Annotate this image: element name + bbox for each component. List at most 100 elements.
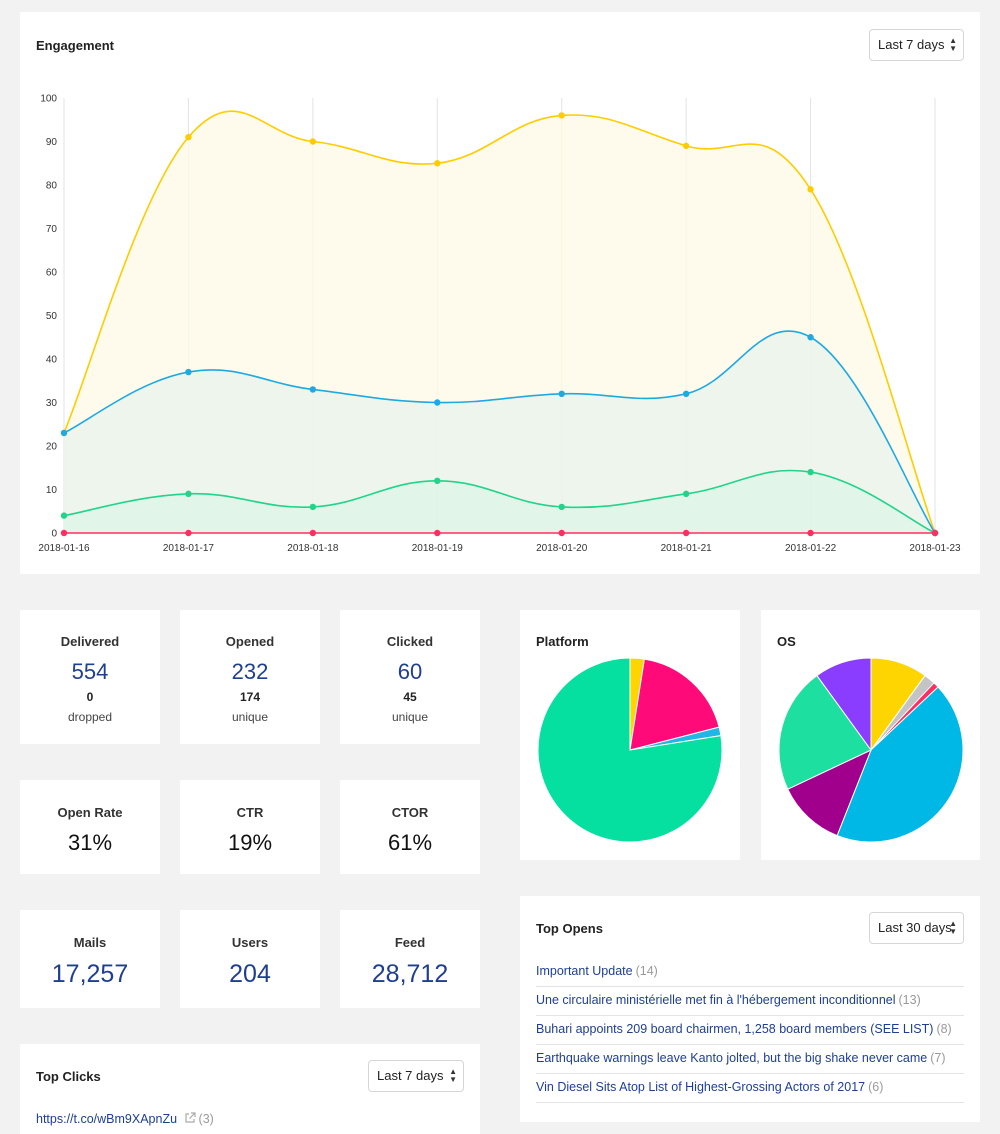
- stat-clicked-value: 60: [397, 659, 423, 684]
- y-tick-label: 40: [46, 355, 58, 366]
- os-pie-slice[interactable]: [816, 657, 872, 752]
- data-point[interactable]: [807, 334, 814, 341]
- data-point[interactable]: [185, 133, 192, 141]
- os-title: OS: [777, 634, 796, 649]
- stat-delivered-sub-label: dropped: [67, 710, 113, 724]
- top-clicks-link[interactable]: https://t.co/wBm9XApnZu: [36, 1112, 178, 1126]
- data-point[interactable]: [558, 529, 565, 537]
- data-point[interactable]: [807, 529, 814, 537]
- stat-open-rate-label: Open Rate: [57, 805, 123, 820]
- top-opens-link[interactable]: Buhari appoints 209 board chairmen, 1,25…: [536, 1022, 934, 1036]
- select-arrows-icon: ▲ ▼: [949, 919, 957, 936]
- top-clicks-range-select[interactable]: Last 7 days ▲ ▼: [368, 1060, 464, 1092]
- top-opens-link[interactable]: Earthquake warnings leave Kanto jolted, …: [536, 1051, 928, 1065]
- data-point[interactable]: [60, 529, 68, 537]
- stat-opened: Opened 232 174 unique: [180, 610, 320, 744]
- engagement-range-select[interactable]: Last 7 days ▲ ▼: [869, 29, 964, 61]
- select-arrows-icon: ▲ ▼: [449, 1067, 457, 1084]
- y-tick-label: 50: [46, 311, 58, 322]
- stat-users: Users 204: [180, 910, 320, 1008]
- stat-opened-sub: 174: [239, 690, 261, 704]
- top-opens-range-value: Last 30 days: [878, 920, 952, 935]
- data-point[interactable]: [682, 142, 690, 150]
- top-opens-item: Important Update (14): [536, 958, 964, 987]
- data-point[interactable]: [60, 429, 68, 437]
- external-link-icon: [184, 1112, 196, 1123]
- data-point[interactable]: [682, 390, 690, 397]
- top-opens-item: Buhari appoints 209 board chairmen, 1,25…: [536, 1016, 964, 1045]
- x-tick-label: 2018-01-18: [287, 543, 339, 554]
- data-point[interactable]: [558, 390, 565, 397]
- data-point[interactable]: [434, 529, 441, 537]
- top-opens-item: Vin Diesel Sits Atop List of Highest-Gro…: [536, 1074, 964, 1103]
- top-opens-item: Une circulaire ministérielle met fin à l…: [536, 987, 964, 1016]
- top-clicks-card: Top Clicks Last 7 days ▲ ▼ https://t.co/w…: [20, 1044, 480, 1134]
- y-tick-label: 20: [46, 442, 58, 453]
- engagement-title: Engagement: [36, 38, 115, 53]
- data-point[interactable]: [309, 386, 317, 393]
- y-tick-label: 30: [46, 398, 58, 409]
- stat-feed-value: 28,712: [371, 960, 449, 988]
- x-tick-label: 2018-01-20: [536, 543, 588, 554]
- top-opens-link[interactable]: Vin Diesel Sits Atop List of Highest-Gro…: [536, 1080, 866, 1094]
- data-point[interactable]: [558, 503, 565, 511]
- data-point[interactable]: [309, 503, 317, 511]
- platform-card: Platform: [520, 610, 740, 860]
- x-tick-label: 2018-01-17: [163, 543, 215, 554]
- stat-mails: Mails 17,257: [20, 910, 160, 1008]
- stat-mails-label: Mails: [73, 935, 107, 950]
- stat-open-rate: Open Rate 31%: [20, 780, 160, 874]
- top-opens-link[interactable]: Important Update: [536, 964, 633, 978]
- data-point[interactable]: [185, 529, 192, 537]
- data-point[interactable]: [185, 368, 192, 376]
- y-tick-label: 80: [46, 181, 58, 192]
- top-opens-count: (8): [936, 1022, 952, 1036]
- top-opens-item: Earthquake warnings leave Kanto jolted, …: [536, 1045, 964, 1074]
- y-tick-label: 90: [46, 137, 58, 148]
- y-tick-label: 100: [40, 94, 57, 105]
- y-tick-label: 10: [46, 485, 58, 496]
- os-pie-slice[interactable]: [778, 674, 872, 790]
- data-point[interactable]: [185, 490, 192, 498]
- stat-clicked-label: Clicked: [386, 634, 434, 649]
- top-opens-link[interactable]: Une circulaire ministérielle met fin à l…: [536, 993, 896, 1007]
- stat-opened-value: 232: [231, 659, 269, 684]
- engagement-range-value: Last 7 days: [878, 37, 945, 52]
- stat-clicked-sub: 45: [403, 690, 417, 704]
- data-point[interactable]: [434, 477, 441, 484]
- top-opens-count: (13): [898, 993, 921, 1007]
- data-point[interactable]: [434, 399, 441, 406]
- os-pie-chart: [778, 657, 964, 843]
- platform-pie-slice[interactable]: [629, 658, 720, 751]
- data-point[interactable]: [434, 160, 441, 167]
- stat-delivered-label: Delivered: [60, 634, 120, 649]
- stat-ctr: CTR 19%: [180, 780, 320, 874]
- os-card: OS: [761, 610, 980, 860]
- series-area: [64, 470, 935, 533]
- stat-delivered-sub: 0: [86, 690, 94, 704]
- top-clicks-item: https://t.co/wBm9XApnZu (3): [36, 1106, 464, 1134]
- stat-feed-label: Feed: [394, 935, 426, 950]
- data-point[interactable]: [931, 529, 939, 537]
- x-tick-label: 2018-01-16: [38, 543, 90, 554]
- top-clicks-title: Top Clicks: [36, 1069, 101, 1084]
- data-point[interactable]: [807, 186, 814, 193]
- data-point[interactable]: [309, 529, 317, 537]
- top-opens-card: Top Opens Last 30 days ▲ ▼ Important Upda…: [520, 896, 980, 1122]
- x-tick-label: 2018-01-22: [785, 543, 837, 554]
- data-point[interactable]: [807, 468, 814, 476]
- top-opens-count: (6): [868, 1080, 884, 1094]
- top-opens-range-select[interactable]: Last 30 days ▲ ▼: [869, 912, 964, 944]
- data-point[interactable]: [60, 512, 68, 519]
- stat-clicked: Clicked 60 45 unique: [340, 610, 480, 744]
- os-pie-slice[interactable]: [836, 686, 964, 843]
- data-point[interactable]: [558, 112, 565, 119]
- data-point[interactable]: [682, 529, 690, 537]
- data-point[interactable]: [682, 490, 690, 498]
- data-point[interactable]: [309, 138, 317, 145]
- platform-pie-slice[interactable]: [537, 657, 723, 843]
- stat-ctr-value: 19%: [227, 830, 273, 855]
- stat-mails-value: 17,257: [51, 960, 129, 988]
- engagement-card: Engagement Last 7 days ▲ ▼ 0 10 20 30 40 50 60 7…: [20, 12, 980, 574]
- os-pie-slice[interactable]: [787, 749, 872, 837]
